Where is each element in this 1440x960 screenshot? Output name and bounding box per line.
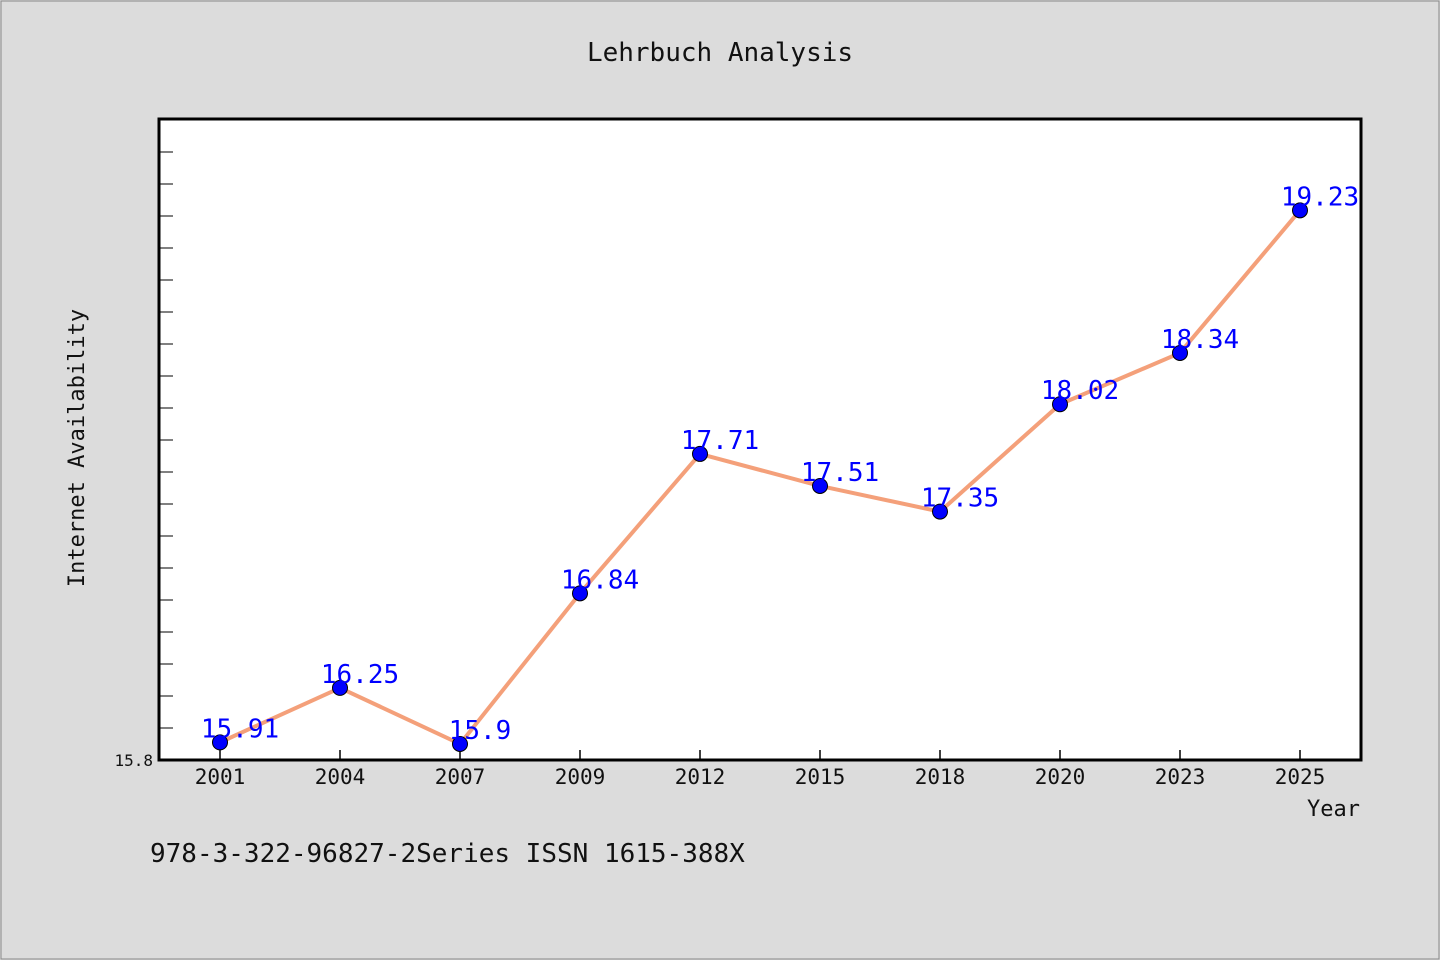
- data-point: [692, 445, 708, 462]
- data-point: [572, 585, 588, 602]
- data-label: 19.23: [1281, 182, 1359, 212]
- x-tick-label: 2018: [915, 765, 966, 789]
- data-label: 17.51: [801, 458, 879, 488]
- y-axis-ticks: 15.8: [114, 151, 173, 770]
- x-tick-label: 2007: [435, 765, 486, 789]
- x-axis-label: Year: [1307, 797, 1360, 822]
- x-tick-label: 2009: [555, 765, 606, 789]
- data-point: [1292, 202, 1308, 219]
- data-point: [812, 477, 828, 494]
- data-point: [332, 679, 348, 696]
- x-tick-label: 2025: [1275, 765, 1326, 789]
- data-label: 16.84: [561, 565, 639, 595]
- data-label: 17.35: [921, 484, 999, 514]
- data-label: 15.9: [449, 716, 512, 746]
- x-tick-label: 2015: [795, 765, 846, 789]
- data-point: [212, 734, 228, 751]
- y-tick-label: 15.8: [114, 751, 153, 770]
- plot-area: [157, 117, 1363, 762]
- x-tick-label: 2012: [675, 765, 726, 789]
- data-label: 16.25: [321, 660, 399, 690]
- data-label: 18.34: [1161, 325, 1239, 355]
- footnote: 978-3-322-96827-2Series ISSN 1615-388X: [150, 839, 745, 869]
- x-tick-label: 2001: [195, 765, 246, 789]
- series-line: [219, 209, 1302, 746]
- data-point: [1172, 344, 1188, 361]
- x-tick-label: 2023: [1155, 765, 1206, 789]
- data-label: 18.02: [1041, 376, 1119, 406]
- chart-title: Lehrbuch Analysis: [587, 38, 853, 68]
- y-axis-label: Internet Availability: [65, 309, 90, 587]
- data-point: [452, 735, 468, 752]
- data-point: [932, 503, 948, 520]
- x-tick-label: 2020: [1035, 765, 1086, 789]
- data-label: 15.91: [201, 714, 279, 744]
- data-point: [1052, 396, 1068, 413]
- series-layer: 15.91 16.25 15.9 16.84 17.71 17.51 17.35 18.02 1…: [201, 182, 1359, 752]
- x-tick-label: 2004: [315, 765, 366, 789]
- x-axis-ticks: 2001 2004 2007 2009 2012 2015 2018 2020 2023 2025: [195, 750, 1326, 789]
- data-label: 17.71: [681, 426, 759, 456]
